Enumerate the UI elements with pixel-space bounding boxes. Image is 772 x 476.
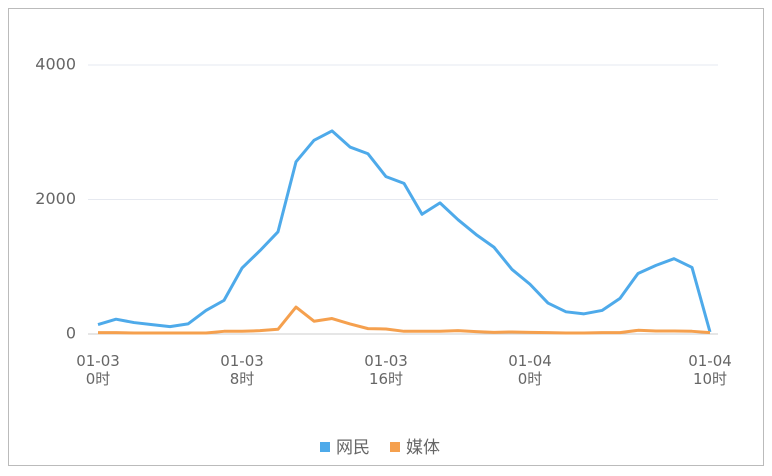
- x-tick-label: 01-03 8时: [220, 352, 264, 388]
- y-tick-label: 4000: [35, 55, 76, 74]
- x-tick-label: 01-04 10时: [688, 352, 732, 388]
- line-series: [98, 305, 711, 335]
- line-series: [97, 129, 712, 333]
- x-tick-label: 01-04 0时: [508, 352, 552, 388]
- y-tick-label: 0: [66, 324, 76, 343]
- legend-swatch: [320, 442, 330, 452]
- x-tick-label: 01-03 0时: [76, 352, 120, 388]
- legend-label: 网民: [336, 438, 370, 458]
- legend-label: 媒体: [406, 438, 440, 458]
- y-tick-label: 2000: [35, 189, 76, 208]
- legend-swatch: [390, 442, 400, 452]
- frame: [8, 8, 764, 466]
- x-tick-label: 01-03 16时: [364, 352, 408, 388]
